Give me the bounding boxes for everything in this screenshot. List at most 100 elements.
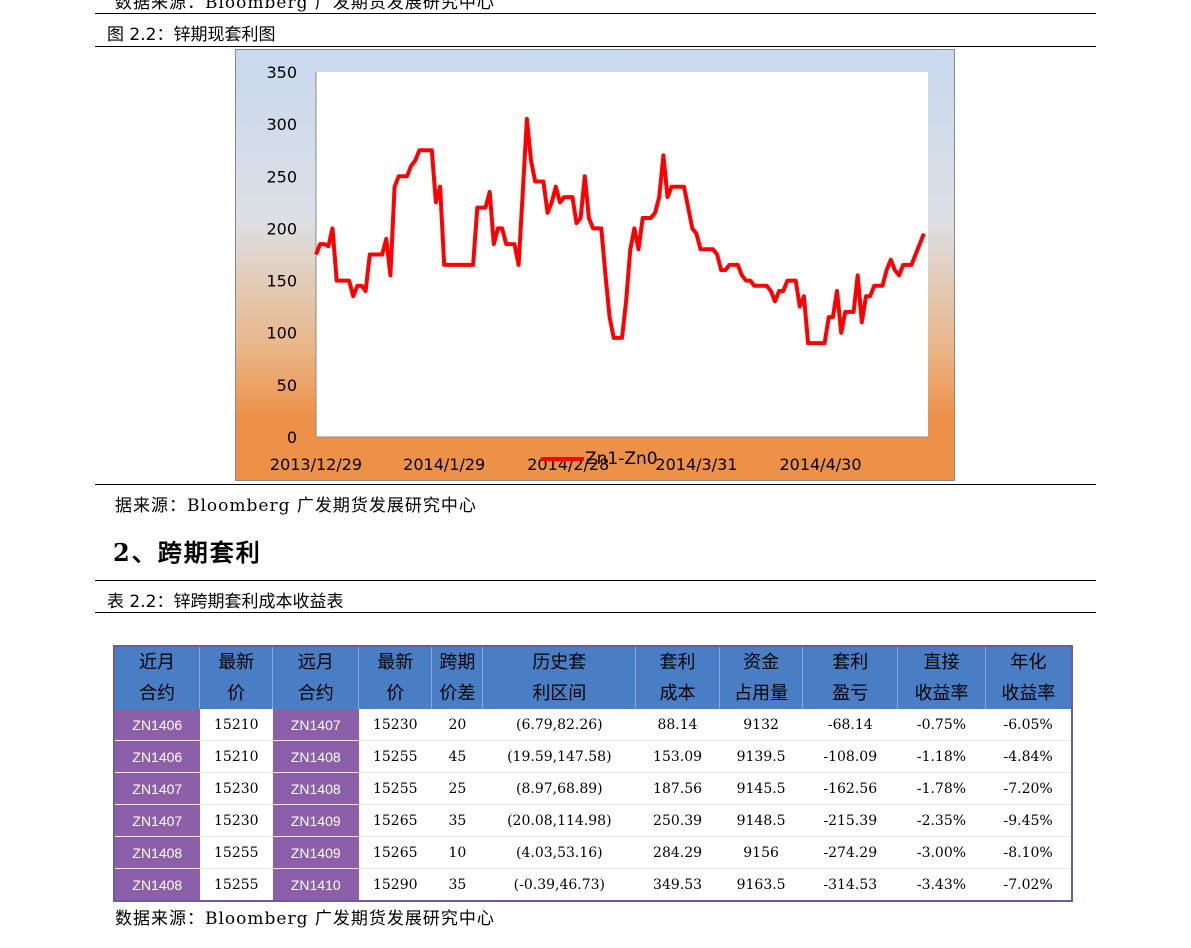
cell-far-price: 15255 [358,772,432,805]
cell-direct-return: -0.75% [897,709,986,741]
cell-arb-cost: 88.14 [635,709,720,741]
caption-top-rule [95,13,1096,14]
figure-caption: 图 2.2：锌期现套利图 [107,25,276,45]
cell-hist-range: (6.79,82.26) [482,709,636,741]
col-header-hist-range: 历史套 利区间 [482,646,637,709]
series-line-zn1-zn0 [314,116,926,346]
cell-direct-return: -3.00% [897,836,986,869]
cell-capital: 9156 [719,836,803,869]
cell-far-contract: ZN1407 [272,709,359,741]
y-tick-label: 100 [266,324,297,343]
table-row: ZN1406 15210 ZN1407 15230 20 (6.79,82.26) 88.1… [114,709,1072,741]
cell-capital: 9139.5 [719,740,803,773]
col-header-line: 成本 [659,683,696,704]
col-header-spread: 跨期 价差 [431,646,484,709]
col-header-line: 最新 [218,652,255,673]
cell-annual-return: -6.05% [985,709,1072,741]
col-header-far-contract: 远月 合约 [272,646,360,709]
cell-pnl: -274.29 [802,836,898,869]
cell-pnl: -108.09 [802,740,898,773]
spread-chart-svg: 0 50 100 150 200 250 300 350 2013/12/29 2014/1/2… [266,63,928,474]
cell-far-contract: ZN1408 [272,772,359,805]
cell-direct-return: -3.43% [897,868,986,902]
figure-source-note: 据来源：Bloomberg 广发期货发展研究中心 [115,496,477,516]
col-header-annual-return: 年化 收益率 [985,646,1073,709]
cell-near-price: 15210 [199,709,273,741]
col-header-line: 最新 [377,652,414,673]
table-row: ZN1408 15255 ZN1409 15265 10 (4.03,53.16) 284.… [114,836,1072,869]
table-row: ZN1407 15230 ZN1408 15255 25 (8.97,68.89) 187.… [114,772,1072,805]
table-header-row: 近月 合约 最新价远月 合约 最新价跨期 价差 历史套 利区间 套利 成本 资金 占用量 套利 盈亏 直接收… [114,646,1073,709]
cell-far-price: 15265 [358,836,432,869]
cell-near-contract: ZN1407 [114,804,200,837]
col-header-direct-return: 直接 收益率 [897,646,986,709]
table-caption-top-rule [95,580,1096,581]
section-title: 2、跨期套利 [113,538,262,567]
col-header-far-price: 最新价 [358,646,433,709]
cell-near-price: 15230 [199,804,273,837]
cell-far-contract: ZN1408 [272,740,359,773]
cell-pnl: -314.53 [802,868,898,902]
col-header-line: 合约 [297,683,334,704]
cell-near-price: 15255 [199,868,273,902]
col-header-line: 收益率 [914,683,969,704]
y-tick-label: 250 [266,167,297,186]
table-row: ZN1406 15210 ZN1408 15255 45 (19.59,147.58) 15… [114,740,1072,773]
col-header-line: 套利 [659,652,696,673]
cell-near-price: 15230 [199,772,273,805]
cell-spread: 10 [431,836,483,869]
col-header-near-contract: 近月 合约 [114,646,201,709]
col-header-line: 盈亏 [832,683,869,704]
cell-spread: 45 [431,740,483,773]
plot-area [316,72,928,437]
cell-spread: 20 [431,709,483,741]
col-header-near-price: 最新价 [199,646,274,709]
cell-arb-cost: 349.53 [635,868,720,902]
col-header-line: 套利 [832,652,869,673]
cell-near-contract: ZN1406 [114,709,200,741]
col-header-line: 占用量 [734,683,789,704]
col-header-line: 价 [386,683,405,704]
table-caption: 表 2.2：锌跨期套利成本收益表 [107,592,344,612]
cell-direct-return: -2.35% [897,804,986,837]
cell-arb-cost: 187.56 [635,772,720,805]
cell-arb-cost: 153.09 [635,740,720,773]
cell-arb-cost: 250.39 [635,804,720,837]
col-header-pnl: 套利 盈亏 [802,646,899,709]
cell-direct-return: -1.78% [897,772,986,805]
y-tick-label: 150 [266,272,297,291]
cell-near-price: 15210 [199,740,273,773]
col-header-line: 合约 [139,683,176,704]
table-source-note: 数据来源：Bloomberg 广发期货发展研究中心 [115,909,495,929]
col-header-capital: 资金 占用量 [719,646,804,709]
cell-annual-return: -9.45% [985,804,1072,837]
table-row: ZN1407 15230 ZN1409 15265 35 (20.08,114.98) 25… [114,804,1072,837]
cell-capital: 9132 [719,709,803,741]
cell-hist-range: (4.03,53.16) [482,836,636,869]
cell-pnl: -215.39 [802,804,898,837]
y-tick-label: 200 [266,219,297,238]
cell-near-contract: ZN1406 [114,740,200,773]
y-tick-label: 350 [266,63,297,82]
cell-hist-range: (19.59,147.58) [482,740,636,773]
cell-near-price: 15255 [199,836,273,869]
cell-annual-return: -8.10% [985,836,1072,869]
x-tick-label: 2014/4/30 [779,455,861,474]
table-row: ZN1408 15255 ZN1410 15290 35 (-0.39,46.73) 349… [114,868,1072,902]
col-header-line: 价 [227,683,246,704]
cell-far-price: 15255 [358,740,432,773]
cell-hist-range: (20.08,114.98) [482,804,636,837]
cell-far-price: 15265 [358,804,432,837]
x-tick-label: 2014/1/29 [403,455,485,474]
cell-far-price: 15290 [358,868,432,902]
x-tick-label: 2013/12/29 [270,455,362,474]
col-header-arb-cost: 套利 成本 [635,646,720,709]
caption-bottom-rule [95,46,1096,47]
cell-annual-return: -7.20% [985,772,1072,805]
cell-capital: 9145.5 [719,772,803,805]
cell-near-contract: ZN1408 [114,836,200,869]
cell-hist-range: (-0.39,46.73) [482,868,636,902]
y-tick-label: 50 [277,376,297,395]
top-source-note: 数据来源：Bloomberg 广发期货发展研究中心 [115,0,495,13]
cell-spread: 25 [431,772,483,805]
